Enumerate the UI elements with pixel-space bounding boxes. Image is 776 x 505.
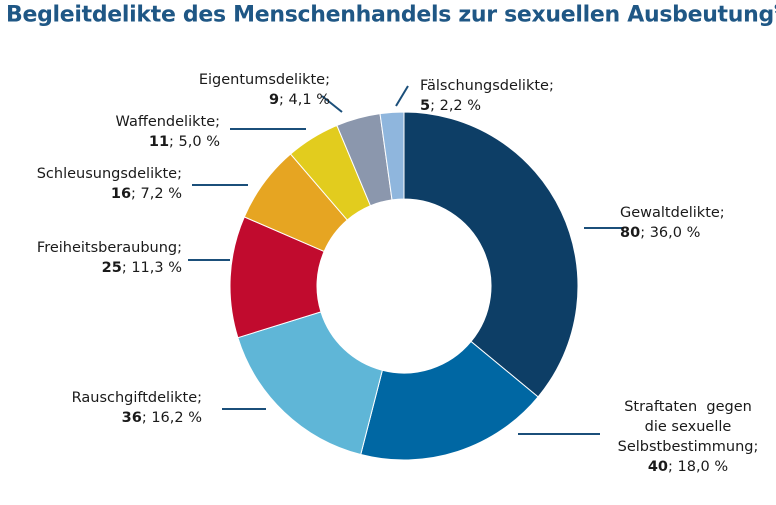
label-selbst-line2: die sexuelle	[644, 419, 732, 435]
label-schleusung-value: 16; 7,2 %	[110, 186, 182, 202]
label-eigentum-name: Eigentumsdelikte;	[198, 72, 330, 88]
label-selbst-line3: Selbstbestimmung;	[617, 439, 759, 455]
label-selbst-value: 40; 18,0 %	[647, 459, 729, 475]
label-gewalt-value: 80; 36,0 %	[620, 225, 701, 241]
slice-faelschung	[379, 111, 405, 201]
label-eigentum-value: 9; 4,1 %	[268, 92, 330, 108]
label-selbst: Straftaten gegen die sexuelle Selbstbest…	[608, 397, 768, 477]
donut-slices	[229, 111, 579, 461]
label-schleusung: Schleusungsdelikte; 16; 7,2 %	[37, 164, 182, 204]
label-gewalt-name: Gewaltdelikte;	[620, 205, 725, 221]
label-waffen: Waffendelikte; 11; 5,0 %	[116, 112, 220, 152]
label-rausch-value: 36; 16,2 %	[121, 410, 202, 426]
label-rausch-name: Rauschgiftdelikte;	[71, 390, 202, 406]
label-faelschung-value: 5; 2,2 %	[420, 98, 482, 114]
label-waffen-value: 11; 5,0 %	[148, 134, 220, 150]
slice-gewalt	[403, 111, 579, 398]
slice-selbst	[360, 340, 539, 461]
label-freiheit-name: Freiheitsberaubung;	[36, 240, 182, 256]
label-gewalt: Gewaltdelikte; 80; 36,0 %	[620, 203, 725, 243]
label-freiheit-value: 25; 11,3 %	[101, 260, 182, 276]
label-schleusung-name: Schleusungsdelikte;	[36, 166, 182, 182]
label-selbst-line1: Straftaten gegen	[624, 399, 752, 415]
label-freiheit: Freiheitsberaubung; 25; 11,3 %	[37, 238, 182, 278]
label-waffen-name: Waffendelikte;	[115, 114, 220, 130]
chart-title-text: Begleitdelikte des Menschenhandels zur s…	[6, 2, 774, 28]
leader-eigentum	[321, 95, 343, 113]
title-footnote: 9	[774, 2, 776, 16]
chart-title: Begleitdelikte des Menschenhandels zur s…	[6, 2, 776, 27]
label-faelschung: Fälschungsdelikte; 5; 2,2 %	[420, 76, 554, 116]
leader-lines	[188, 85, 624, 435]
label-eigentum: Eigentumsdelikte; 9; 4,1 %	[199, 70, 330, 110]
leader-faelschung	[395, 85, 409, 107]
slice-rausch	[237, 311, 383, 456]
label-rausch: Rauschgiftdelikte; 36; 16,2 %	[72, 388, 202, 428]
label-faelschung-name: Fälschungsdelikte;	[420, 78, 554, 94]
